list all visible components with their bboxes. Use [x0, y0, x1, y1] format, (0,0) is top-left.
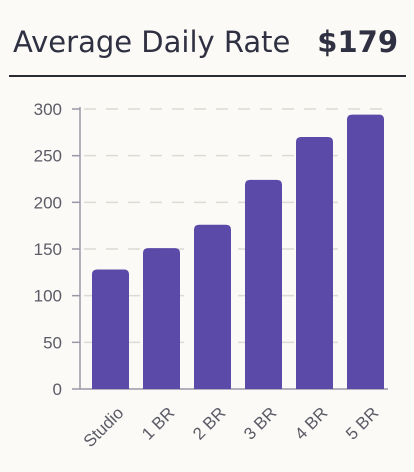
y-tick-label-200: 200: [34, 193, 62, 212]
x-tick-label-studio: Studio: [80, 403, 128, 451]
x-tick-label-2-br: 2 BR: [189, 403, 229, 443]
x-tick-label-5-br: 5 BR: [342, 403, 382, 443]
y-tick-label-250: 250: [34, 147, 62, 166]
bar-1-br: [143, 248, 180, 389]
bar-3-br: [245, 179, 282, 389]
bar-5-br: [347, 114, 384, 389]
x-tick-label-4-br: 4 BR: [291, 403, 331, 443]
chart-header: Average Daily Rate $179: [9, 0, 406, 77]
bar-2-br: [194, 224, 231, 389]
chart-title: Average Daily Rate: [13, 25, 291, 59]
y-tick-label-50: 50: [43, 333, 62, 352]
x-tick-label-1-br: 1 BR: [138, 403, 178, 443]
bar-studio: [92, 269, 129, 389]
y-tick-label-300: 300: [34, 100, 62, 119]
y-tick-label-150: 150: [34, 240, 62, 259]
average-daily-rate-value: $179: [317, 25, 398, 59]
y-tick-label-100: 100: [34, 287, 62, 306]
bar-4-br: [296, 137, 333, 389]
x-tick-label-3-br: 3 BR: [240, 403, 280, 443]
y-tick-label-0: 0: [53, 380, 62, 399]
